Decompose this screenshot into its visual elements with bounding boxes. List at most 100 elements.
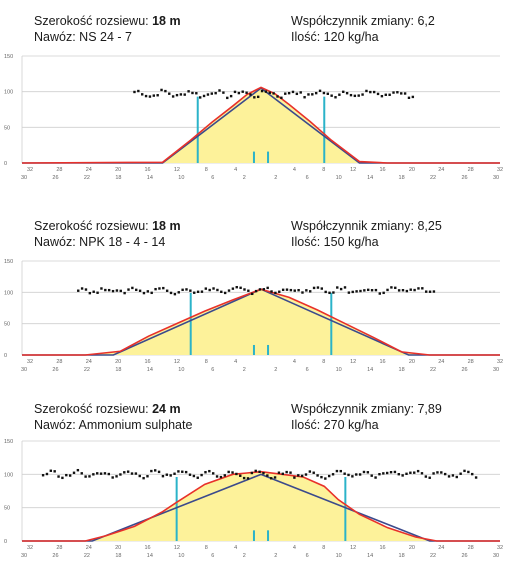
overlap-point (65, 473, 68, 477)
overlap-point (382, 472, 385, 475)
x-tick-label: 24 (438, 545, 444, 551)
overlap-point (253, 96, 256, 99)
x-tick-label: 18 (399, 175, 405, 181)
x-tick-label: 20 (115, 359, 121, 365)
overlap-point (342, 90, 345, 94)
x-tick-label: 6 (306, 175, 309, 181)
overlap-point (204, 287, 208, 290)
x-tick-label: 24 (438, 167, 444, 173)
overlap-point (123, 471, 126, 474)
x-tick-label: 6 (211, 175, 214, 181)
overlap-point (347, 291, 351, 294)
overlap-point (273, 476, 277, 479)
fertilizer-line: Nawóz: NS 24 - 7 (34, 29, 132, 45)
overlap-point (400, 92, 403, 95)
overlap-point (424, 290, 428, 293)
overlap-point (177, 470, 180, 473)
overlap-point (366, 288, 370, 292)
overlap-point (355, 473, 358, 476)
overlap-point (392, 91, 395, 94)
x-tick-label: 14 (147, 367, 153, 373)
overlap-point (413, 471, 416, 474)
overlap-point (204, 471, 207, 474)
overlap-point (393, 470, 397, 474)
overlap-point (287, 91, 291, 95)
x-tick-label: 10 (178, 553, 184, 559)
fertilizer-value: NS 24 - 7 (79, 30, 132, 44)
overlap-point (206, 93, 210, 96)
x-tick-label: 18 (115, 175, 121, 181)
overlap-point (191, 91, 194, 95)
overlap-point (200, 473, 203, 477)
x-tick-label: 30 (21, 175, 27, 181)
overlap-point (173, 472, 176, 475)
overlap-point (272, 92, 275, 95)
spread-width-label: Szerokość rozsiewu: (34, 219, 149, 233)
x-tick-label: 28 (468, 167, 474, 173)
overlap-point (49, 469, 53, 472)
x-tick-label: 6 (306, 553, 309, 559)
overlap-point (141, 93, 144, 96)
overlap-point (380, 94, 384, 98)
overlap-point (45, 472, 49, 476)
overlap-point (327, 474, 331, 478)
overlap-point (353, 94, 357, 98)
overlap-point (251, 292, 254, 296)
x-tick-label: 6 (306, 367, 309, 373)
x-tick-label: 8 (322, 545, 325, 551)
overlap-point (99, 472, 103, 475)
overlap-point (357, 94, 360, 97)
overlap-point (455, 475, 458, 479)
actual-area-fill (22, 289, 500, 355)
overlap-point (343, 472, 346, 475)
overlap-point (264, 90, 268, 93)
overlap-point (144, 94, 148, 98)
overlap-point (138, 474, 141, 478)
overlap-point (173, 292, 177, 296)
overlap-point (386, 288, 389, 292)
overlap-point (162, 286, 165, 290)
x-tick-label: 32 (497, 545, 503, 551)
overlap-point (138, 289, 142, 292)
y-tick-label: 50 (4, 125, 10, 131)
quantity-label: Ilość: (291, 418, 321, 432)
overlap-point (92, 290, 95, 293)
x-tick-label: 2 (243, 367, 246, 373)
overlap-point (235, 285, 238, 289)
overlap-point (397, 289, 401, 292)
overlap-point (231, 287, 235, 290)
y-tick-label: 150 (4, 259, 13, 265)
quantity-line: Ilość: 150 kg/ha (291, 234, 379, 250)
spread-width-line: Szerokość rozsiewu: 18 m (34, 13, 181, 29)
overlap-point (463, 469, 466, 473)
overlap-point (160, 88, 163, 92)
overlap-point (401, 289, 405, 292)
overlap-point (202, 94, 206, 98)
overlap-point (278, 290, 281, 293)
x-tick-label: 32 (497, 167, 503, 173)
overlap-point (428, 476, 431, 479)
overlap-point (338, 93, 341, 96)
x-tick-label: 16 (144, 545, 150, 551)
overlap-point (378, 292, 381, 295)
x-tick-label: 4 (234, 167, 237, 173)
overlap-point (223, 474, 226, 477)
actual-area-fill (22, 87, 500, 163)
x-tick-label: 26 (52, 367, 58, 373)
overlap-point (343, 286, 347, 289)
overlap-point (474, 476, 478, 479)
y-tick-label: 0 (4, 353, 7, 359)
overlap-point (115, 475, 118, 478)
spread-width-label: Szerokość rozsiewu: (34, 402, 149, 416)
x-tick-label: 28 (56, 167, 62, 173)
x-tick-label: 28 (468, 359, 474, 365)
spread-width-line: Szerokość rozsiewu: 24 m (34, 401, 181, 417)
y-tick-label: 50 (4, 506, 10, 512)
overlap-point (324, 477, 327, 480)
overlap-point (215, 475, 219, 478)
overlap-point (200, 290, 204, 293)
overlap-point (84, 288, 88, 291)
overlap-point (385, 471, 389, 475)
overlap-point (192, 474, 196, 478)
